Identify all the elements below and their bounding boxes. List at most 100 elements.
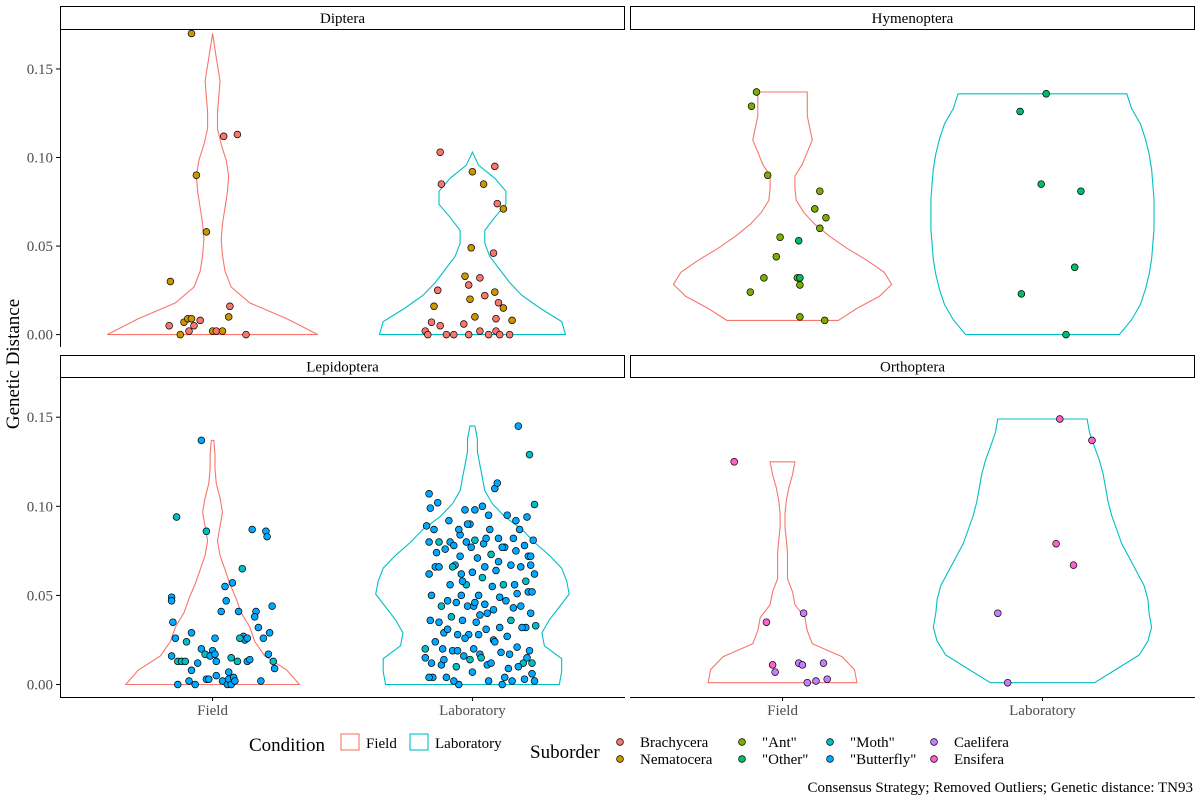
legend-label: "Ant"	[762, 735, 797, 751]
data-point	[471, 506, 479, 514]
data-point	[265, 629, 274, 637]
data-point	[447, 613, 456, 621]
data-point	[776, 233, 784, 241]
y-tick-label: 0.05	[27, 239, 53, 255]
data-point	[487, 550, 495, 559]
data-point	[448, 563, 457, 571]
data-point	[187, 29, 196, 38]
data-point	[254, 623, 263, 632]
data-point	[233, 657, 242, 666]
data-point	[263, 532, 271, 541]
data-point	[461, 634, 469, 642]
data-point	[476, 274, 484, 282]
data-point	[436, 148, 444, 156]
data-point	[442, 673, 451, 682]
data-point	[495, 330, 504, 339]
data-point	[796, 313, 804, 321]
data-point	[259, 634, 268, 642]
data-point	[455, 680, 463, 689]
violin-field	[106, 33, 319, 336]
data-point	[231, 677, 239, 685]
data-point	[238, 564, 247, 573]
data-point	[466, 295, 474, 303]
data-point	[442, 330, 451, 339]
legend-key	[409, 733, 429, 751]
data-point	[425, 538, 433, 546]
data-point	[487, 659, 495, 667]
panel-lepidoptera: Lepidoptera 0.00 0.05 0.10 0.15 Field Laborato…	[27, 355, 625, 719]
data-point	[211, 634, 219, 642]
data-point	[196, 316, 204, 325]
data-point	[202, 527, 211, 536]
y-tick-label: 0.15	[27, 62, 53, 78]
data-point	[453, 646, 462, 655]
data-point	[481, 291, 489, 300]
data-point	[425, 673, 433, 682]
data-point	[450, 541, 458, 550]
data-point	[435, 618, 443, 626]
data-point	[515, 525, 524, 534]
data-point	[492, 566, 500, 575]
data-point	[509, 604, 518, 612]
data-point	[458, 577, 467, 585]
violin-field	[672, 91, 893, 321]
data-point	[498, 680, 506, 689]
data-point	[264, 650, 273, 658]
data-point	[452, 662, 461, 671]
data-point	[499, 205, 508, 213]
data-point	[498, 543, 506, 552]
data-point	[174, 680, 182, 689]
suborder-legend-item: "Other"	[738, 752, 808, 768]
data-point	[187, 666, 196, 675]
data-point	[519, 659, 528, 667]
legend-key	[738, 738, 746, 746]
data-point	[422, 522, 431, 530]
facet-strip	[630, 355, 1195, 378]
suborder-legend-item: Nematocera	[616, 752, 713, 768]
data-point	[221, 582, 229, 591]
data-point	[268, 602, 276, 610]
data-point	[1088, 436, 1096, 445]
data-point	[811, 205, 819, 213]
data-point	[469, 645, 478, 653]
x-tick-label: Field	[197, 703, 228, 719]
y-tick-label: 0.00	[27, 678, 53, 694]
data-point	[191, 680, 199, 689]
data-point	[530, 500, 539, 509]
data-point	[760, 274, 768, 282]
data-point	[471, 313, 479, 321]
data-point	[474, 630, 483, 639]
data-point	[212, 657, 221, 666]
data-point	[476, 327, 484, 335]
data-point	[218, 327, 227, 335]
data-point	[461, 272, 469, 280]
data-point	[425, 490, 433, 498]
data-point	[505, 330, 514, 339]
data-point	[494, 557, 503, 566]
data-point	[504, 664, 513, 673]
data-point	[491, 288, 499, 296]
data-point	[484, 677, 493, 685]
legend-label: Brachycera	[640, 735, 709, 751]
legend-key	[930, 738, 938, 746]
x-tick-label: Field	[767, 703, 798, 719]
data-point	[517, 602, 525, 610]
data-point	[464, 330, 473, 339]
data-point	[453, 630, 462, 639]
data-point	[440, 655, 448, 664]
data-point	[436, 321, 444, 330]
data-point	[520, 675, 529, 683]
data-point	[507, 561, 515, 569]
violin-laboratory	[930, 93, 1155, 336]
data-point	[514, 422, 523, 430]
legend-key	[616, 738, 624, 746]
suborder-legend-item: "Ant"	[738, 735, 797, 751]
data-point	[211, 650, 219, 658]
data-point	[530, 570, 539, 578]
data-point	[484, 330, 493, 339]
data-point	[768, 661, 777, 669]
data-point	[443, 597, 452, 605]
data-point	[212, 327, 221, 335]
facet-title: Orthoptera	[880, 360, 945, 376]
data-point	[812, 677, 820, 685]
